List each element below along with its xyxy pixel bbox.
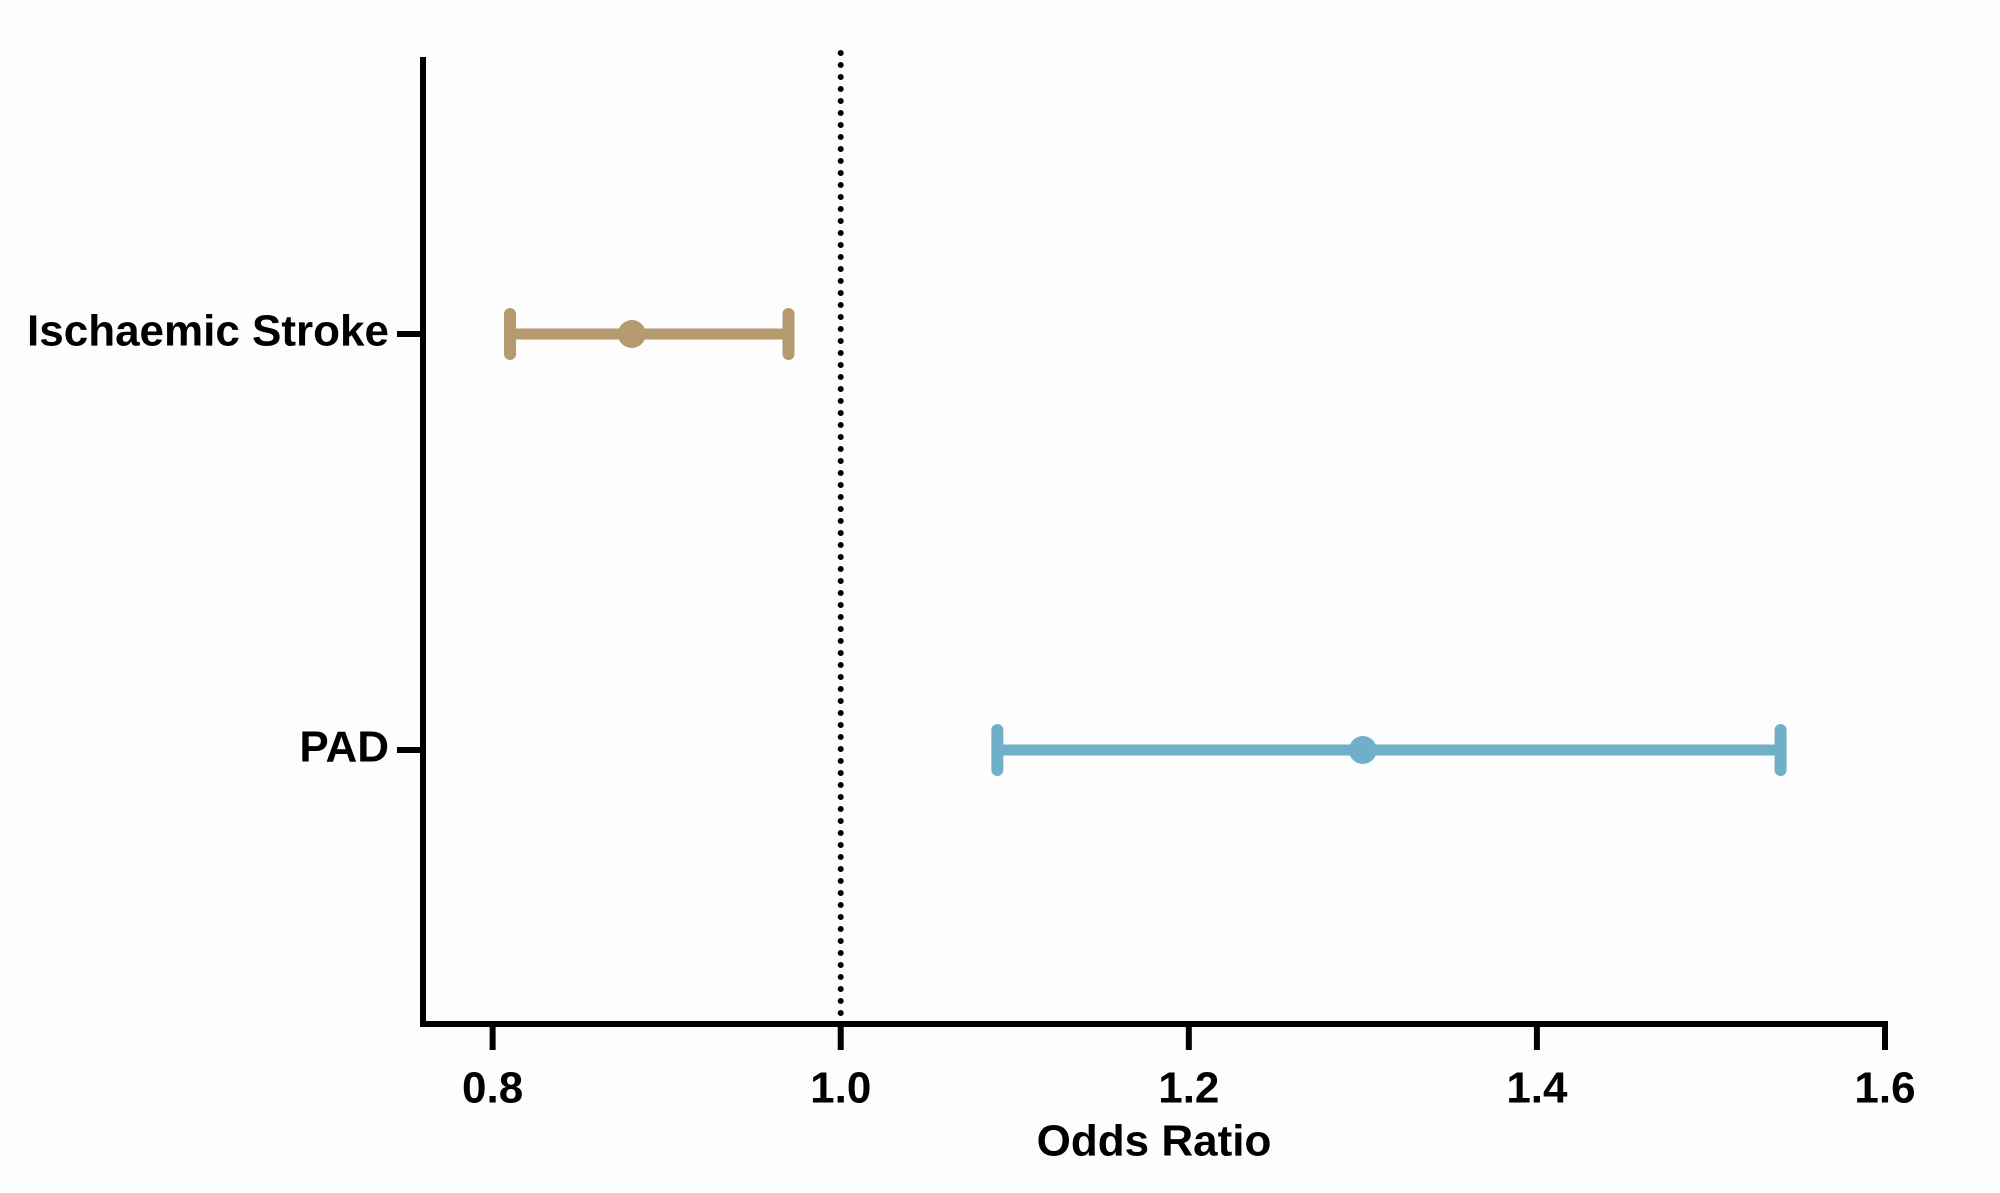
x-tick-label: 1.4 bbox=[1506, 1064, 1568, 1113]
x-tick-label: 1.6 bbox=[1854, 1064, 1915, 1113]
point-estimate bbox=[617, 320, 646, 348]
x-tick-label: 1.0 bbox=[810, 1064, 871, 1113]
x-axis-label: Odds Ratio bbox=[1037, 1117, 1272, 1166]
y-tick-label: Ischaemic Stroke bbox=[27, 307, 389, 356]
x-tick-label: 1.2 bbox=[1158, 1064, 1219, 1113]
point-estimate bbox=[1348, 736, 1377, 764]
x-tick-label: 0.8 bbox=[462, 1064, 523, 1113]
y-tick-label: PAD bbox=[299, 723, 389, 772]
